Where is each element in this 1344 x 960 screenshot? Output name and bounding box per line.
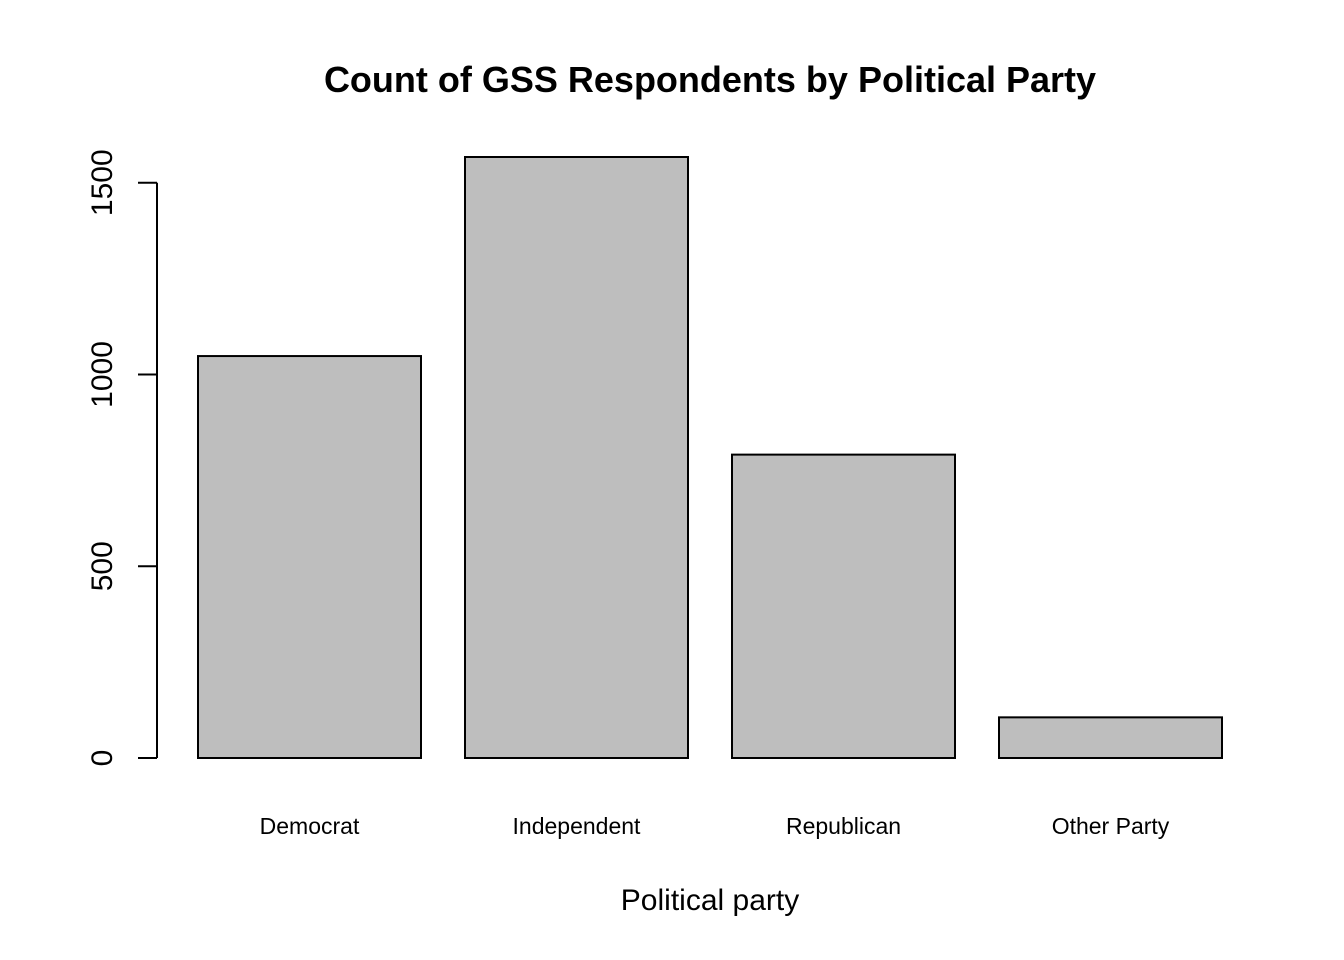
y-tick-label: 1000 bbox=[86, 341, 119, 408]
bar-other-party bbox=[998, 716, 1223, 760]
category-labels-group: Democrat Independent Republican Other Party bbox=[260, 813, 1170, 839]
category-label: Republican bbox=[786, 813, 901, 839]
category-label: Democrat bbox=[260, 813, 360, 839]
y-tick-label: 1500 bbox=[86, 149, 119, 216]
bars-group bbox=[197, 156, 1223, 760]
category-label: Independent bbox=[513, 813, 642, 839]
chart-title: Count of GSS Respondents by Political Pa… bbox=[324, 59, 1096, 100]
bar-independent bbox=[464, 156, 689, 759]
x-axis-label: Political party bbox=[621, 884, 799, 917]
y-tick-label: 0 bbox=[86, 750, 119, 767]
bar-democrat bbox=[197, 355, 422, 759]
bar-republican bbox=[731, 453, 956, 759]
y-axis: 0 500 1000 1500 bbox=[86, 149, 158, 767]
y-tick-label: 500 bbox=[86, 541, 119, 591]
category-label: Other Party bbox=[1052, 813, 1170, 839]
